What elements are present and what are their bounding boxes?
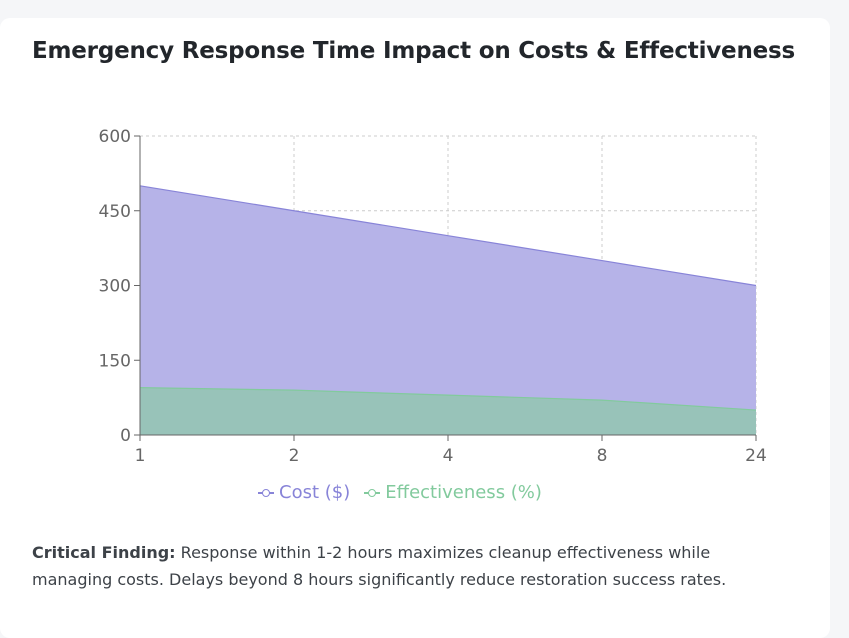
x-tick-label-4: 24 <box>745 446 767 466</box>
area-series <box>140 186 756 435</box>
x-tick-label-3: 8 <box>597 446 608 466</box>
y-tick-label-2: 300 <box>99 277 131 297</box>
y-tick-label-4: 600 <box>99 127 131 147</box>
chart-legend: Cost ($) Effectiveness (%) <box>0 482 800 503</box>
legend-cost-label: Cost ($) <box>279 482 350 503</box>
legend-item-cost[interactable]: Cost ($) <box>258 482 350 503</box>
finding-label: Critical Finding: <box>32 543 176 562</box>
y-tick-label-1: 150 <box>99 351 131 371</box>
legend-effectiveness-icon <box>364 488 380 498</box>
x-tick-label-1: 2 <box>289 446 300 466</box>
legend-item-effectiveness[interactable]: Effectiveness (%) <box>364 482 542 503</box>
legend-cost-icon <box>258 488 274 498</box>
x-tick-label-0: 1 <box>135 446 146 466</box>
critical-finding: Critical Finding: Response within 1-2 ho… <box>32 539 792 593</box>
y-tick-label-0: 0 <box>120 426 131 446</box>
legend-effectiveness-label: Effectiveness (%) <box>385 482 542 503</box>
y-tick-label-3: 450 <box>99 202 131 222</box>
x-tick-label-2: 4 <box>443 446 454 466</box>
